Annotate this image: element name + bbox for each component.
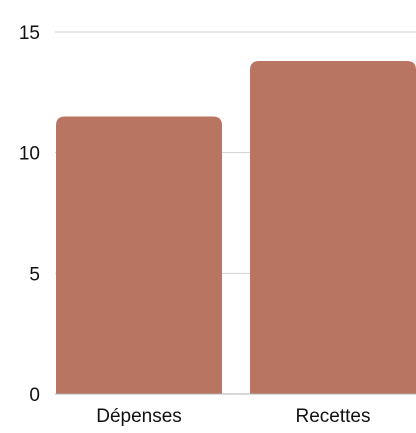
y-tick-label: 5 bbox=[29, 264, 40, 285]
y-tick-label: 0 bbox=[29, 385, 40, 406]
x-category-label: Recettes bbox=[296, 406, 371, 427]
y-tick-label: 15 bbox=[19, 23, 40, 44]
y-tick-label: 10 bbox=[19, 144, 40, 165]
x-category-labels: Dépenses Recettes bbox=[96, 406, 370, 427]
bar-dépenses bbox=[56, 116, 222, 394]
bars bbox=[56, 60, 416, 395]
bar-recettes bbox=[250, 60, 416, 395]
x-category-label: Dépenses bbox=[96, 406, 182, 427]
y-tick-labels: 0 5 10 15 bbox=[19, 23, 40, 406]
